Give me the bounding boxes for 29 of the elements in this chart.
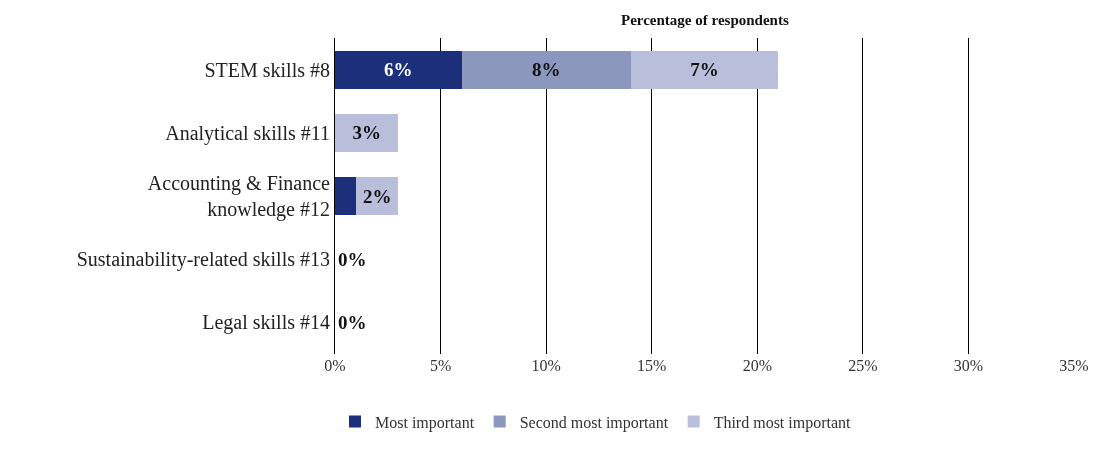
data-label: 7% [690,59,719,81]
x-tick-label: 35% [1059,357,1089,374]
x-tick-label: 15% [637,357,667,374]
bar [461,50,631,89]
data-label: 0% [338,248,367,270]
y-tick-label: Analytical skills #11 [165,121,330,145]
bar [335,113,399,152]
data-label: 3% [352,122,381,144]
legend-label: Most important [375,413,475,432]
bar [335,177,357,215]
data-label: 6% [384,59,413,81]
x-tick-label: 0% [324,357,346,374]
y-tick-label: Sustainability-related skills #13 [76,248,330,272]
legend-label: Second most important [519,413,669,432]
x-tick-label: 5% [429,357,452,374]
y-tick-label: STEM skills #8 [204,58,330,81]
legend-label: Third most important [713,413,852,432]
data-label: 0% [338,311,367,333]
data-label: 2% [362,185,392,207]
x-tick-label: 20% [742,357,772,374]
y-tick-label: Accounting & Finance knowledge #12 [147,172,331,221]
x-tick-label: 25% [848,357,878,374]
x-tick-label: 30% [953,357,984,374]
y-tick-label: Legal skills #14 [202,311,330,335]
bar [630,50,779,89]
data-label: 8% [531,59,561,81]
x-tick-label: 10% [531,357,561,374]
bar [335,50,462,89]
x-axis-title: Percentage of respondents [621,12,789,28]
